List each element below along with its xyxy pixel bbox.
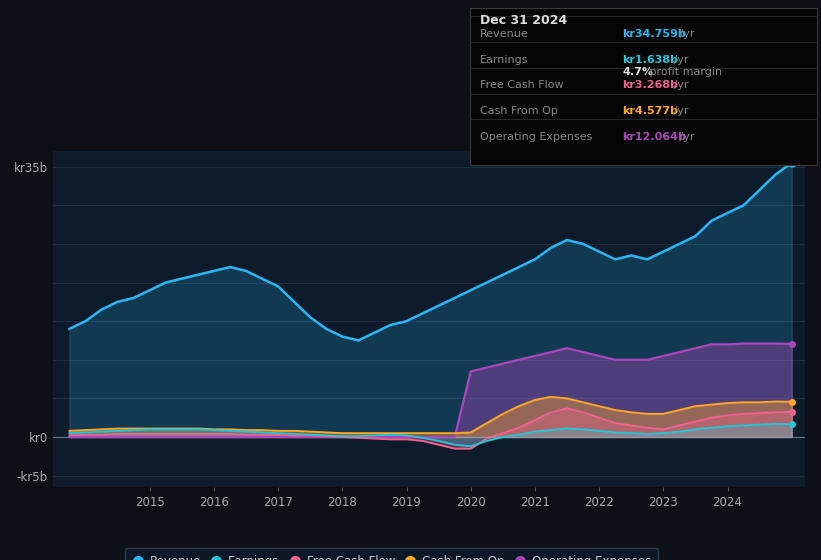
Text: kr1.638b: kr1.638b bbox=[622, 55, 678, 65]
Text: Earnings: Earnings bbox=[480, 55, 529, 65]
Text: kr4.577b: kr4.577b bbox=[622, 106, 678, 116]
Text: /yr: /yr bbox=[670, 55, 688, 65]
Text: 4.7%: 4.7% bbox=[622, 67, 654, 77]
Text: /yr: /yr bbox=[676, 29, 694, 39]
Text: Cash From Op: Cash From Op bbox=[480, 106, 558, 116]
Text: kr12.064b: kr12.064b bbox=[622, 132, 686, 142]
Text: Operating Expenses: Operating Expenses bbox=[480, 132, 593, 142]
Text: profit margin: profit margin bbox=[646, 67, 722, 77]
Text: /yr: /yr bbox=[670, 81, 688, 91]
Text: Revenue: Revenue bbox=[480, 29, 529, 39]
Text: kr34.759b: kr34.759b bbox=[622, 29, 686, 39]
Text: /yr: /yr bbox=[670, 106, 688, 116]
Text: Free Cash Flow: Free Cash Flow bbox=[480, 81, 564, 91]
Text: kr3.268b: kr3.268b bbox=[622, 81, 678, 91]
Text: /yr: /yr bbox=[676, 132, 694, 142]
Legend: Revenue, Earnings, Free Cash Flow, Cash From Op, Operating Expenses: Revenue, Earnings, Free Cash Flow, Cash … bbox=[125, 548, 658, 560]
Text: Dec 31 2024: Dec 31 2024 bbox=[480, 14, 567, 27]
